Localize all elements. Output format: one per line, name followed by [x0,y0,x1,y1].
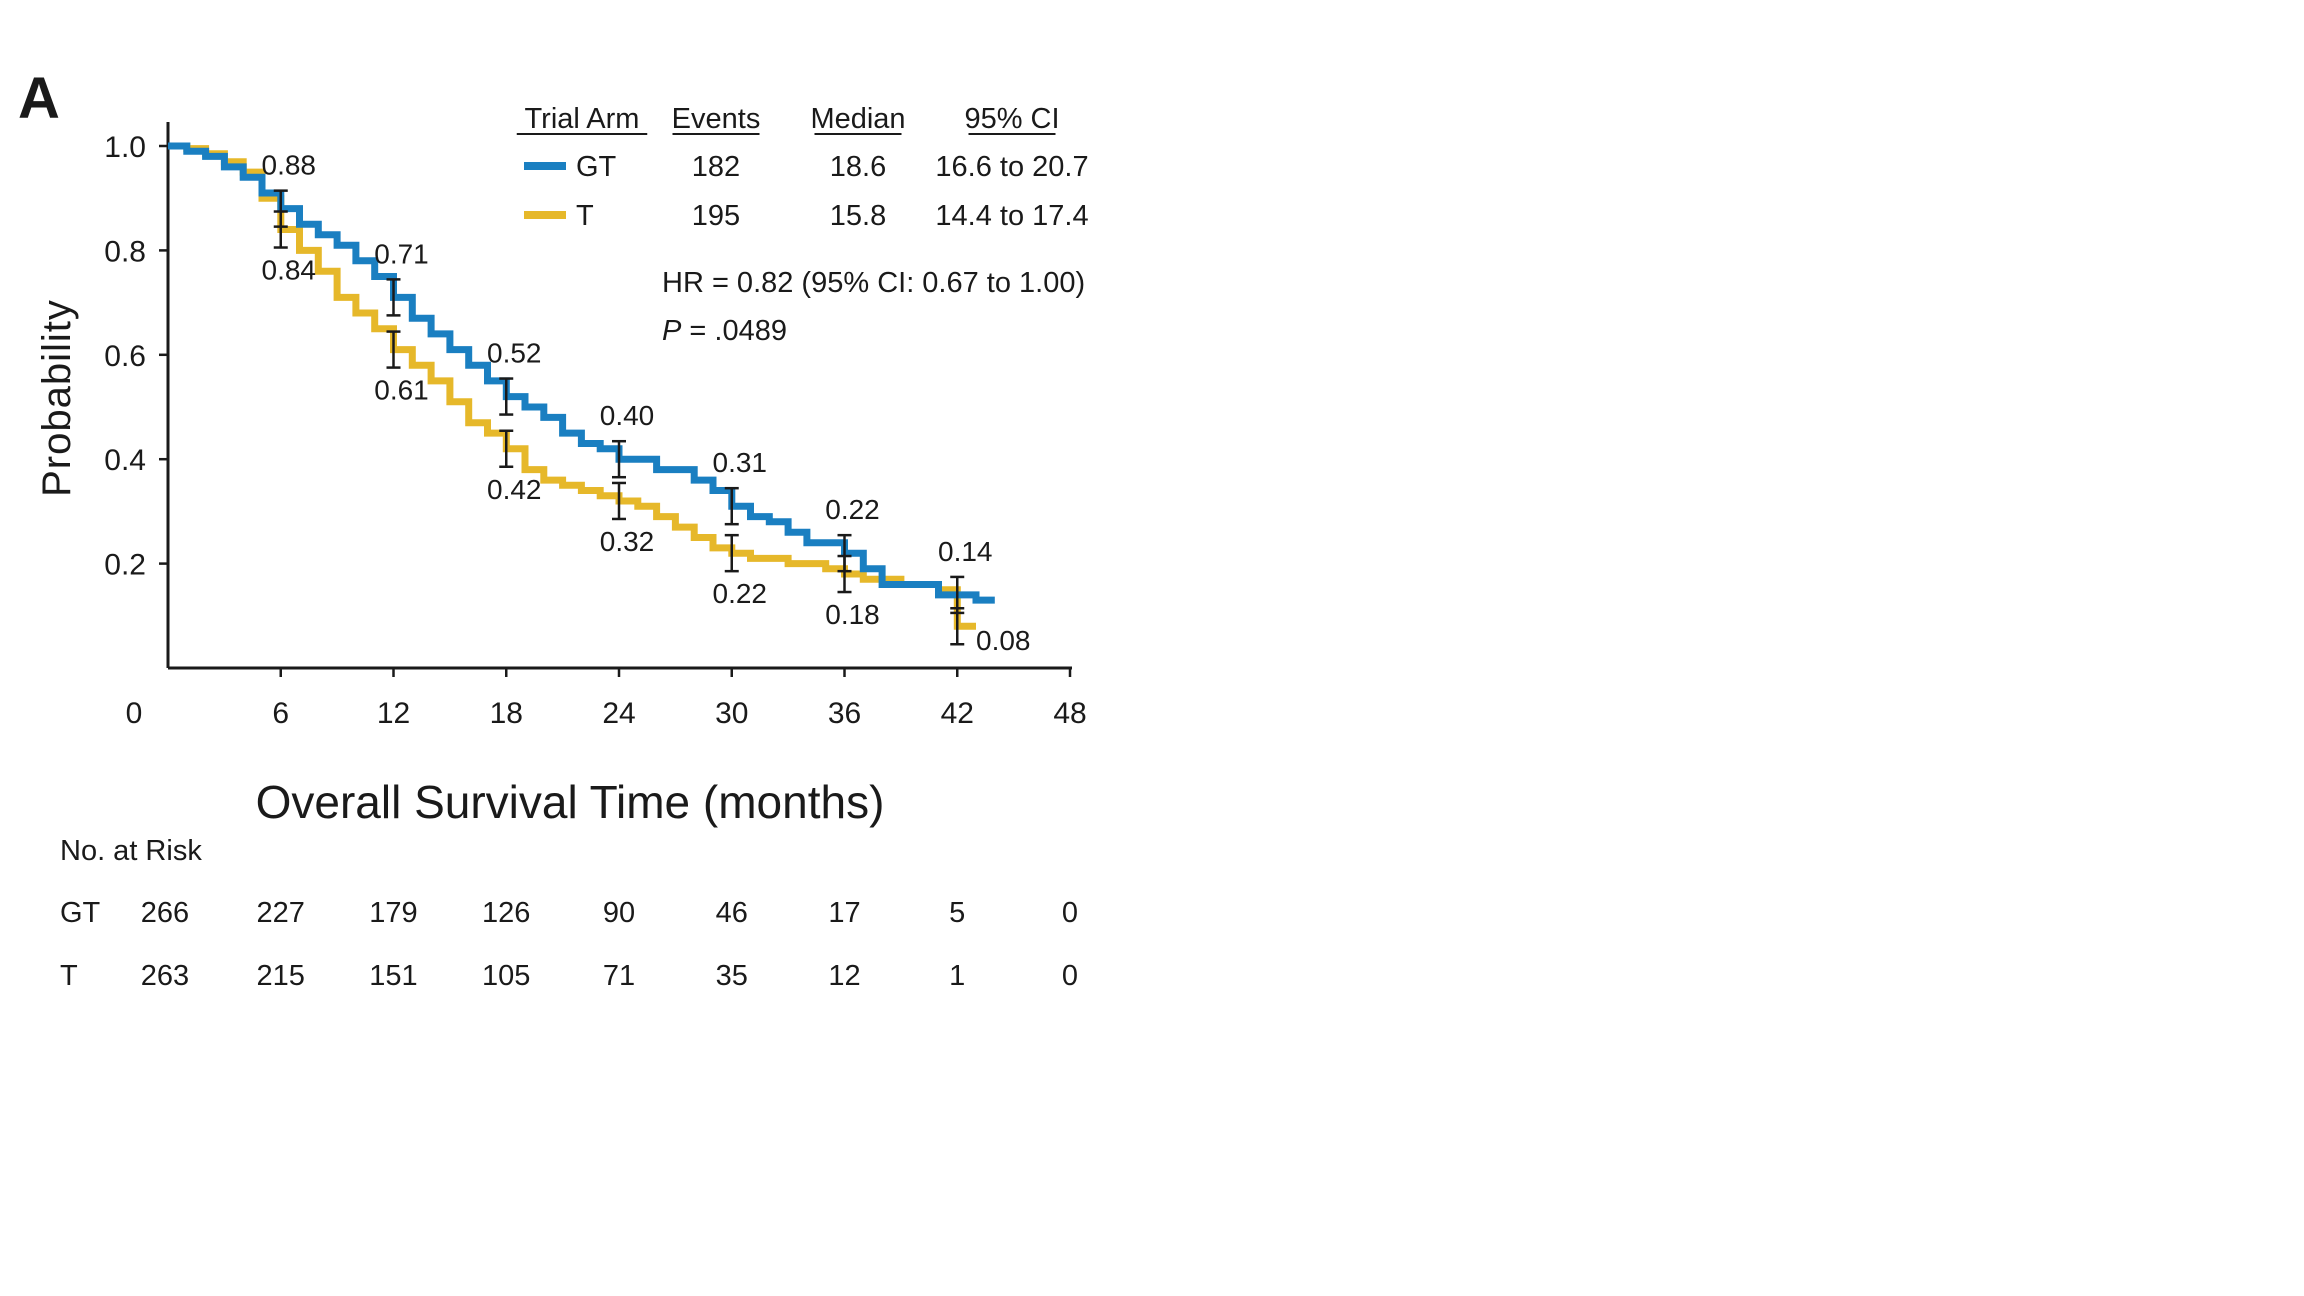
risk-value-GT: 126 [482,897,530,929]
y-tick-label: 0.2 [104,549,146,582]
point-label-T: 0.42 [487,474,542,505]
point-label-GT: 0.40 [600,400,655,431]
risk-value-GT: 179 [369,897,417,929]
confidence-intervals [273,189,965,646]
x-tick-label: 18 [490,697,523,730]
risk-row-arm: T [60,960,78,992]
legend-arm: T [576,200,594,232]
point-label-T: 0.22 [713,578,768,609]
risk-value-T: 12 [828,960,860,992]
axes: 0 6 12 18 24 30 36 42 48 0.2 0.4 0.6 0.8 1.0 [104,122,1087,730]
legend-median: 15.8 [830,200,886,232]
p-value-italic: P [662,315,682,347]
y-tick-label: 0.6 [104,340,146,373]
x-tick-label: 42 [941,697,974,730]
y-tick-label: 0.8 [104,235,146,268]
legend-arm: GT [576,151,617,183]
panel-label: A [18,66,60,131]
point-label-T: 0.84 [262,255,317,286]
legend-ci: 14.4 to 17.4 [935,200,1088,232]
y-tick-label: 1.0 [104,131,146,164]
risk-value-T: 71 [603,960,635,992]
point-label-GT: 0.88 [262,150,317,181]
legend-header: Median [810,103,905,135]
risk-value-GT: 46 [716,897,748,929]
risk-value-GT: 227 [257,897,305,929]
legend-median: 18.6 [830,151,886,183]
y-tick-label: 0.4 [104,444,146,477]
risk-value-GT: 266 [141,897,189,929]
y-axis-label: Probability [35,299,79,497]
legend: Trial Arm Events Median 95% CI GT 182 18.6 16.6… [516,103,1089,232]
point-label-GT: 0.52 [487,338,542,369]
point-labels: 0.88 0.71 0.52 0.40 0.31 0.22 0.14 0.84 0.61 0.42… [262,150,1031,657]
x-axis-label: Overall Survival Time (months) [256,776,885,828]
x-tick-label: 6 [272,697,289,730]
series-line-GT [168,142,995,604]
p-value-number: = .0489 [681,315,787,347]
risk-value-GT: 5 [949,897,965,929]
point-label-T: 0.32 [600,526,655,557]
risk-value-GT: 17 [828,897,860,929]
point-label-GT: 0.14 [938,536,993,567]
risk-value-T: 215 [257,960,305,992]
x-tick-label: 24 [602,697,635,730]
legend-ci: 16.6 to 20.7 [935,151,1088,183]
legend-header: Trial Arm [525,103,640,135]
x-tick-label: 30 [715,697,748,730]
legend-header: Events [672,103,761,135]
risk-value-T: 0 [1062,960,1078,992]
risk-value-GT: 90 [603,897,635,929]
risk-value-T: 151 [369,960,417,992]
x-tick-label: 36 [828,697,861,730]
series-line-T [168,142,976,630]
legend-events: 182 [692,151,740,183]
point-label-T: 0.61 [374,375,429,406]
risk-table: No. at Risk GT 266 227 179 126 90 46 17 5 0 T 263 215… [60,835,1078,992]
risk-value-GT: 0 [1062,897,1078,929]
risk-table-title: No. at Risk [60,835,202,867]
survival-curves [168,142,995,630]
p-value-text: P = .0489 [662,315,787,347]
x-tick-label: 0 [126,697,143,730]
risk-value-T: 105 [482,960,530,992]
x-tick-label: 48 [1053,697,1086,730]
point-label-T: 0.18 [825,599,880,630]
legend-events: 195 [692,200,740,232]
x-tick-label: 12 [377,697,410,730]
point-label-GT: 0.31 [713,447,768,478]
risk-value-T: 1 [949,960,965,992]
hazard-ratio-text: HR = 0.82 (95% CI: 0.67 to 1.00) [662,267,1085,299]
point-label-GT: 0.71 [374,238,429,269]
hazard-ratio-annotation: HR = 0.82 (95% CI: 0.67 to 1.00) P = .048… [662,267,1085,347]
point-label-GT: 0.22 [825,494,880,525]
risk-row-arm: GT [60,897,101,929]
legend-header: 95% CI [964,103,1059,135]
risk-value-T: 35 [716,960,748,992]
point-label-T: 0.08 [976,625,1031,656]
risk-value-T: 263 [141,960,189,992]
